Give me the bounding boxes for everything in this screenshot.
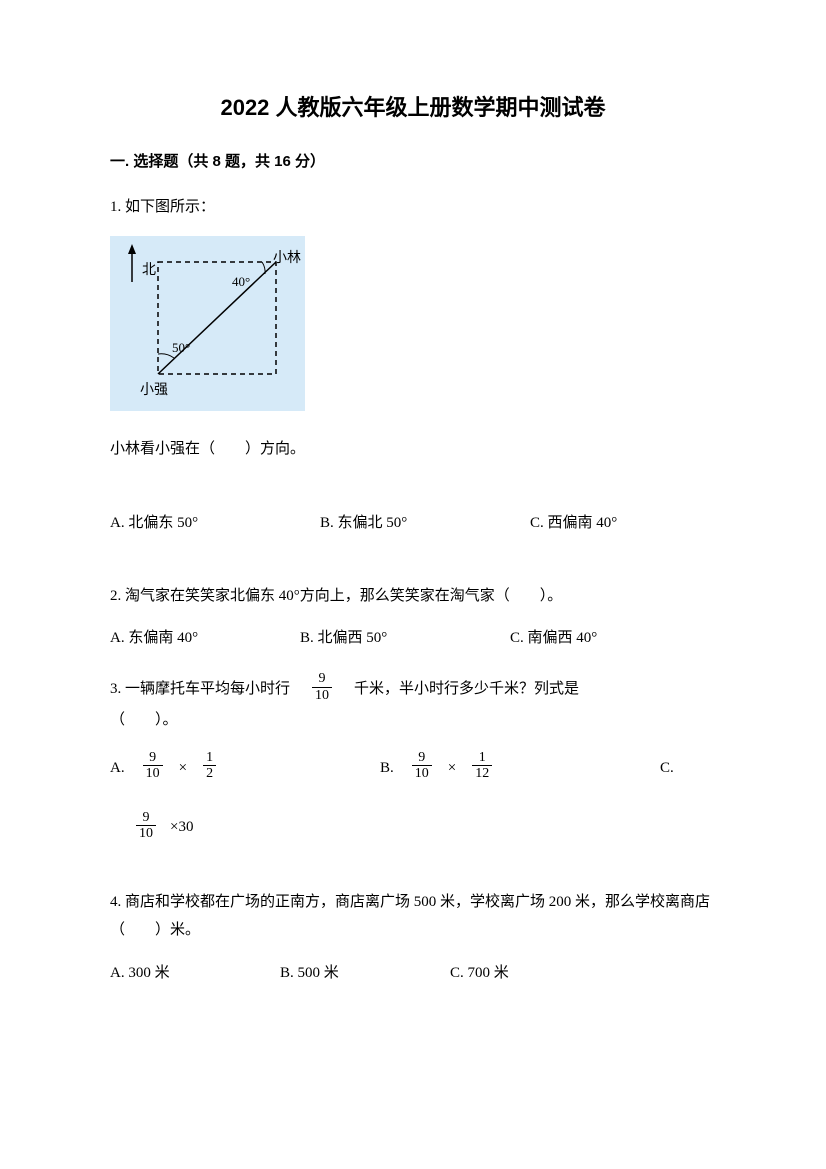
xiaoqiang-label: 小强 [140, 378, 168, 405]
q4-options: A. 300 米 B. 500 米 C. 700 米 [110, 959, 716, 988]
q2-stem: 2. 淘气家在笑笑家北偏东 40°方向上，那么笑笑家在淘气家（ ）。 [110, 582, 716, 611]
frac-num: 9 [143, 750, 163, 766]
angle-40: 40° [232, 270, 250, 295]
xiaolin-label: 小林 [273, 246, 301, 273]
q3-opt-a: A. 9 10 × 1 2 [110, 752, 380, 784]
q3-options: A. 9 10 × 1 2 B. 9 10 × 1 12 [110, 752, 716, 784]
q4-opt-a: A. 300 米 [110, 959, 280, 988]
q4-opt-b: B. 500 米 [280, 959, 450, 988]
q1-prefix: 1. 如下图所示： [110, 193, 716, 222]
frac-den: 10 [412, 766, 432, 781]
angle-50: 50° [172, 336, 190, 361]
frac-den: 2 [203, 766, 216, 781]
q1-opt-a: A. 北偏东 50° [110, 509, 320, 538]
question-2: 2. 淘气家在笑笑家北偏东 40°方向上，那么笑笑家在淘气家（ ）。 A. 东偏… [110, 582, 716, 653]
q3-a-frac2: 1 2 [203, 750, 216, 782]
q3-stem-post: 千米，半小时行多少千米？列式是 [354, 673, 579, 706]
q3-a-frac1: 9 10 [143, 750, 163, 782]
frac-num: 1 [472, 750, 492, 766]
north-label: 北 [142, 258, 156, 285]
q3-stem-line: 3. 一辆摩托车平均每小时行 9 10 千米，半小时行多少千米？列式是 [110, 673, 716, 706]
q1-diagram: 北 小林 小强 40° 50° [110, 236, 305, 411]
q4-opt-c: C. 700 米 [450, 959, 509, 988]
q4-stem: 4. 商店和学校都在广场的正南方，商店离广场 500 米，学校离广场 200 米… [110, 888, 716, 945]
q2-opt-a: A. 东偏南 40° [110, 624, 300, 653]
question-1: 1. 如下图所示： 北 小林 小强 40° 50° 小林看小强在（ ）方向。 A… [110, 193, 716, 538]
q1-stem: 小林看小强在（ ）方向。 [110, 435, 716, 464]
frac-den: 10 [312, 688, 332, 703]
mult-sign: × [448, 754, 456, 783]
q3-b-frac1: 9 10 [412, 750, 432, 782]
q3-c-tail: ×30 [170, 813, 193, 842]
q1-options: A. 北偏东 50° B. 东偏北 50° C. 西偏南 40° [110, 509, 716, 538]
q3-opt-b: B. 9 10 × 1 12 [380, 752, 660, 784]
frac-num: 9 [312, 671, 332, 687]
page-title: 2022 人教版六年级上册数学期中测试卷 [110, 90, 716, 122]
q1-opt-c: C. 西偏南 40° [530, 509, 710, 538]
frac-den: 10 [143, 766, 163, 781]
frac-num: 9 [412, 750, 432, 766]
q3-c-label: C. [660, 754, 674, 783]
q3-opt-c-label: C. [660, 754, 710, 783]
question-3: 3. 一辆摩托车平均每小时行 9 10 千米，半小时行多少千米？列式是 （ ）。… [110, 673, 716, 844]
q1-opt-b: B. 东偏北 50° [320, 509, 530, 538]
q3-frac-main: 9 10 [312, 671, 332, 703]
mult-sign: × [179, 754, 187, 783]
q2-options: A. 东偏南 40° B. 北偏西 50° C. 南偏西 40° [110, 624, 716, 653]
q3-c-frac: 9 10 [136, 810, 156, 842]
q3-stem-pre: 3. 一辆摩托车平均每小时行 [110, 673, 290, 706]
q3-opt-c-content: 9 10 ×30 [110, 812, 716, 844]
frac-den: 10 [136, 826, 156, 841]
q3-a-label: A. [110, 754, 125, 783]
frac-num: 9 [136, 810, 156, 826]
q3-b-label: B. [380, 754, 394, 783]
frac-den: 12 [472, 766, 492, 781]
q2-opt-b: B. 北偏西 50° [300, 624, 510, 653]
frac-num: 1 [203, 750, 216, 766]
q2-opt-c: C. 南偏西 40° [510, 624, 597, 653]
q3-stem-tail: （ ）。 [110, 706, 716, 735]
question-4: 4. 商店和学校都在广场的正南方，商店离广场 500 米，学校离广场 200 米… [110, 888, 716, 988]
q3-b-frac2: 1 12 [472, 750, 492, 782]
section-header: 一. 选择题（共 8 题，共 16 分） [110, 150, 716, 171]
